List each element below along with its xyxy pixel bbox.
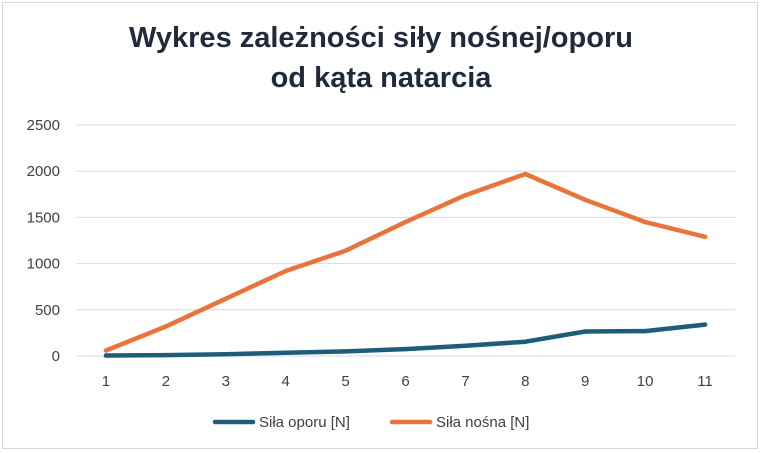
data-point [343, 248, 348, 253]
x-tick-label: 11 [697, 373, 713, 390]
y-tick-label: 1500 [27, 209, 60, 226]
data-point [463, 343, 468, 349]
x-tick-label: 8 [521, 373, 529, 390]
data-point [523, 171, 528, 177]
x-tick-label: 2 [162, 373, 170, 390]
data-point [523, 339, 528, 344]
y-axis-ticks: 0 500 1000 1500 2000 2500 [27, 117, 60, 365]
x-tick-label: 10 [637, 373, 654, 390]
data-point [702, 234, 708, 240]
data-point [223, 296, 228, 301]
y-tick-label: 2000 [27, 163, 60, 180]
series-lines [103, 171, 708, 358]
data-point [163, 324, 169, 329]
legend-label-0: Siła oporu [N] [259, 414, 350, 431]
y-tick-label: 500 [35, 302, 60, 319]
gridlines [76, 124, 735, 357]
y-tick-label: 0 [52, 348, 60, 365]
data-point [103, 348, 109, 353]
chart-title: Wykres zależności siły nośnej/oporu od k… [0, 18, 762, 98]
chart-title-line2: od kąta natarcia [270, 62, 492, 94]
chart-frame [2, 2, 758, 449]
data-point [642, 219, 648, 225]
x-tick-label: 7 [461, 373, 469, 390]
x-tick-label: 1 [102, 373, 110, 390]
legend-label-1: Siła nośna [N] [436, 414, 529, 431]
data-point [583, 197, 588, 203]
data-point [642, 328, 648, 334]
x-tick-label: 5 [341, 373, 349, 390]
data-point [343, 349, 348, 354]
x-axis-ticks: 1 2 3 4 5 6 7 8 9 10 11 [102, 373, 713, 390]
data-point [283, 350, 288, 355]
x-tick-label: 6 [401, 373, 409, 390]
x-tick-label: 9 [581, 373, 589, 390]
data-point [103, 353, 109, 358]
y-tick-label: 2500 [27, 117, 60, 134]
data-point [223, 351, 228, 357]
data-point [583, 329, 588, 334]
data-point [463, 193, 468, 198]
chart-title-line1: Wykres zależności siły nośnej/oporu [129, 22, 633, 54]
series-line-1 [103, 171, 708, 353]
y-tick-label: 1000 [27, 256, 60, 273]
x-tick-label: 3 [222, 373, 230, 390]
x-tick-label: 4 [282, 373, 290, 390]
legend: Siła oporu [N] Siła nośna [N] [212, 414, 529, 431]
data-point [163, 352, 169, 358]
data-point [403, 219, 408, 225]
data-point [283, 268, 288, 274]
data-point [403, 346, 408, 352]
data-point [702, 322, 708, 327]
